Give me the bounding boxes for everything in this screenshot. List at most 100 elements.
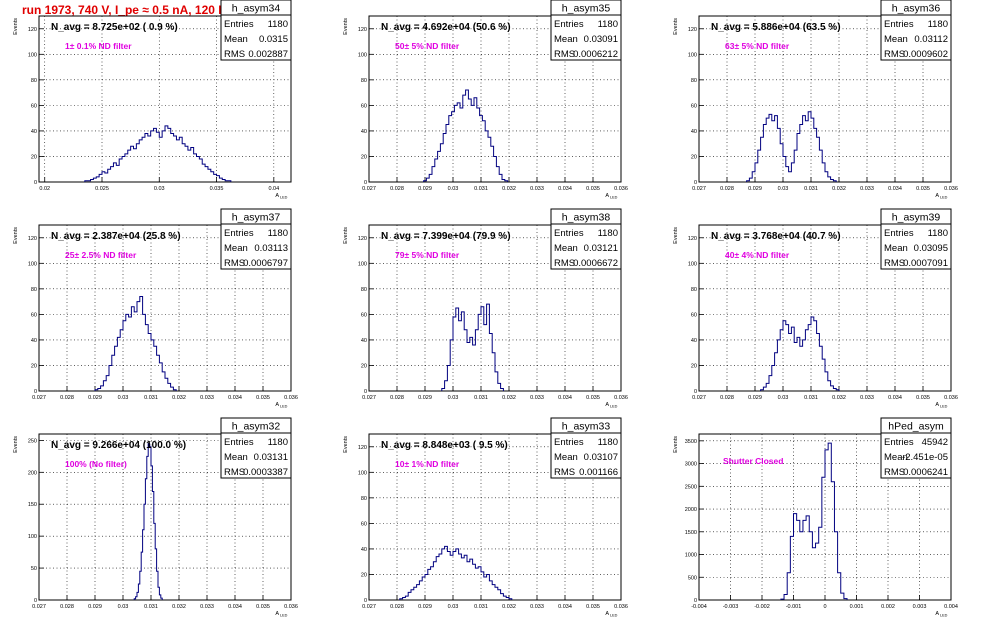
stats-box: h_asym34 Entries 1180 Mean 0.0315 RMS 0.002887 — [220, 0, 292, 61]
histogram-line — [780, 442, 848, 600]
x-tick-label: 0.036 — [614, 186, 628, 192]
x-tick-label: 0.004 — [944, 604, 958, 610]
x-tick-label: 0.034 — [888, 186, 902, 192]
y-tick-label: 50 — [31, 566, 37, 572]
x-tick-label: 0.036 — [944, 186, 958, 192]
y-tick-label: 150 — [28, 502, 37, 508]
x-axis-label-sub: LED — [280, 405, 288, 409]
y-tick-label: 250 — [28, 438, 37, 444]
y-axis-label: Events — [343, 436, 349, 453]
x-tick-label: 0.032 — [502, 186, 516, 192]
y-tick-label: 120 — [358, 27, 367, 33]
histogram-name: h_asym34 — [232, 3, 281, 15]
stats-box-frame — [880, 417, 952, 479]
stats-label-entries: Entries — [224, 19, 254, 30]
x-tick-label: 0.03 — [778, 395, 789, 401]
y-tick-label: 40 — [31, 129, 37, 135]
y-axis-label: Events — [673, 227, 679, 244]
x-axis-label-sub: LED — [280, 614, 288, 618]
y-tick-label: 40 — [31, 338, 37, 344]
x-tick-label: 0.035 — [256, 604, 270, 610]
y-tick-label: 100 — [358, 52, 367, 58]
histogram-title: N_avg = 3.768e+04 (40.7 %) — [711, 231, 841, 242]
stats-value-mean: 0.0315 — [259, 34, 288, 45]
filter-annotation: 79± 5% ND filter — [395, 250, 460, 260]
y-tick-label: 0 — [34, 598, 37, 604]
histogram-title: N_avg = 8.725e+02 ( 0.9 %) — [51, 22, 178, 33]
stats-value-rms: 0.0006797 — [243, 258, 288, 269]
x-tick-label: 0.034 — [558, 604, 572, 610]
y-tick-label: 100 — [28, 534, 37, 540]
x-tick-label: 0.033 — [200, 604, 214, 610]
y-tick-label: 100 — [358, 261, 367, 267]
x-tick-label: 0.033 — [860, 186, 874, 192]
histogram-panel-hPed_asym: -0.004 -0.003 -0.002 -0.001 0 0.001 0.002 0.003… — [673, 417, 958, 618]
stats-label-entries: Entries — [884, 19, 914, 30]
histogram-panel-h_asym39: 0.027 0.028 0.029 0.03 0.031 0.032 0.033 0.034 0… — [673, 208, 958, 409]
filter-annotation: 25± 2.5% ND filter — [65, 250, 137, 260]
histogram-name: h_asym38 — [562, 212, 611, 224]
y-tick-label: 40 — [691, 129, 697, 135]
x-tick-label: 0.029 — [418, 395, 432, 401]
x-axis-label: A — [935, 402, 939, 408]
stats-box: h_asym38 Entries 1180 Mean 0.03121 RMS0.00066… — [550, 208, 622, 270]
x-tick-label: 0.032 — [502, 604, 516, 610]
stats-box-frame — [220, 0, 292, 61]
y-tick-label: 20 — [31, 154, 37, 160]
x-tick-label: 0.027 — [692, 395, 706, 401]
x-tick-label: 0.028 — [720, 395, 734, 401]
y-tick-label: 100 — [28, 52, 37, 58]
stats-label-rms: RMS — [554, 258, 575, 269]
histogram-title: N_avg = 8.848e+03 ( 9.5 %) — [381, 440, 508, 451]
stats-label-mean: Mean — [884, 243, 908, 254]
x-tick-label: 0.028 — [60, 604, 74, 610]
y-tick-label: 0 — [34, 180, 37, 186]
y-tick-label: 2000 — [685, 507, 697, 513]
x-tick-label: 0.031 — [144, 395, 158, 401]
x-axis-label-sub: LED — [280, 196, 288, 200]
x-tick-label: 0.032 — [832, 186, 846, 192]
x-tick-label: 0.027 — [362, 395, 376, 401]
stats-value-entries: 1180 — [268, 19, 288, 30]
stats-label-mean: Mean — [884, 34, 908, 45]
filter-annotation: 100% (No filter) — [65, 459, 127, 469]
x-tick-label: 0.04 — [268, 186, 279, 192]
x-tick-label: 0.001 — [850, 604, 864, 610]
x-tick-label: 0.027 — [32, 395, 46, 401]
stats-label-entries: Entries — [554, 19, 584, 30]
histogram-panel-h_asym35: 0.027 0.028 0.029 0.03 0.031 0.032 0.033 0.034 0… — [343, 0, 628, 200]
x-axis-label: A — [605, 402, 609, 408]
x-axis-label: A — [275, 193, 279, 199]
y-tick-label: 80 — [31, 287, 37, 293]
histogram-title: N_avg = 2.387e+04 (25.8 %) — [51, 231, 181, 242]
x-tick-label: 0 — [823, 604, 826, 610]
x-tick-label: 0.034 — [888, 395, 902, 401]
stats-label-rms: RMS — [884, 49, 905, 60]
x-tick-label: 0.032 — [172, 395, 186, 401]
x-tick-label: 0.033 — [860, 395, 874, 401]
x-tick-label: 0.034 — [558, 186, 572, 192]
stats-box-frame — [880, 208, 952, 270]
y-tick-label: 80 — [691, 287, 697, 293]
stats-value-mean: 0.03107 — [584, 452, 618, 463]
stats-box: h_asym32 Entries 1180 Mean 0.03131 RMS0.00033… — [220, 417, 292, 479]
stats-box: h_asym39 Entries 1180 Mean 0.03095 RMS0.00070… — [880, 208, 952, 270]
histogram-panel-h_asym38: 0.027 0.028 0.029 0.03 0.031 0.032 0.033 0.034 0… — [343, 208, 628, 409]
y-axis-label: Events — [673, 18, 679, 35]
y-axis-label: Events — [13, 227, 19, 244]
x-tick-label: 0.032 — [502, 395, 516, 401]
y-tick-label: 0 — [364, 598, 367, 604]
histogram-name: h_asym35 — [562, 3, 611, 15]
histogram-name: h_asym37 — [232, 212, 281, 224]
stats-label-rms: RMS — [224, 49, 245, 60]
y-tick-label: 20 — [691, 363, 697, 369]
stats-box-frame — [220, 208, 292, 270]
x-tick-label: 0.027 — [32, 604, 46, 610]
x-tick-label: 0.03 — [448, 186, 459, 192]
x-axis-label: A — [935, 611, 939, 617]
stats-label-rms: RMS — [554, 49, 575, 60]
page-title: run 1973, 740 V, I_pe ≈ 0.5 nA, 120 Hz — [22, 3, 233, 17]
x-tick-label: 0.028 — [720, 186, 734, 192]
x-axis-label: A — [605, 611, 609, 617]
stats-label-rms: RMS — [554, 467, 575, 478]
